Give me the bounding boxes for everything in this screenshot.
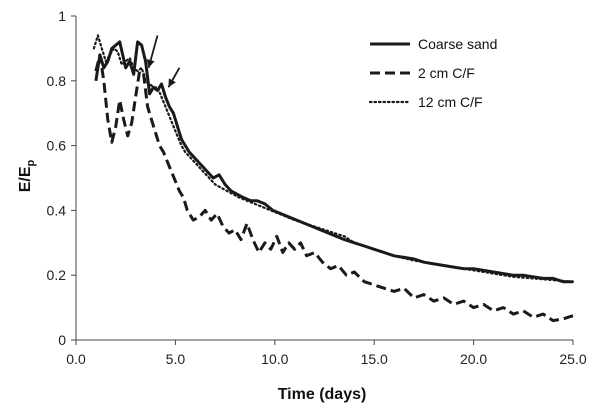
y-tick-label: 0.8	[47, 73, 67, 89]
x-axis-title: Time (days)	[278, 386, 367, 403]
legend-label-3: 12 cm C/F	[418, 94, 483, 110]
legend-label-2: 2 cm C/F	[418, 65, 475, 81]
axes-layer	[75, 16, 573, 341]
x-tick-label: 25.0	[559, 351, 586, 367]
legend-label-1: Coarse sand	[418, 36, 497, 52]
annotation-layer	[146, 35, 181, 88]
series-line-3	[92, 34, 575, 283]
x-tick-label: 15.0	[361, 351, 388, 367]
x-tick-label: 0.0	[66, 351, 86, 367]
series-line-2	[94, 53, 574, 323]
y-tick-label: 0.6	[47, 138, 67, 154]
x-tick-label: 20.0	[460, 351, 487, 367]
y-tick-label: 0.2	[47, 267, 67, 283]
y-tick-label: 0	[58, 332, 66, 348]
y-axis-title-main: E/E	[17, 166, 34, 192]
annotation-arrowhead-1	[146, 59, 155, 68]
y-tick-label: 0.4	[47, 202, 67, 218]
y-tick-label: 1	[58, 8, 66, 24]
legend: Coarse sand 2 cm C/F 12 cm C/F	[368, 36, 497, 110]
y-axis-title: E/Ep	[17, 159, 37, 192]
x-tick-label: 10.0	[261, 351, 288, 367]
annotation-arrowhead-2	[168, 78, 176, 88]
x-tick-label: 5.0	[166, 351, 186, 367]
series-layer	[92, 34, 575, 323]
ticks-layer: 00.20.40.60.810.0 5.0 10.0 15.0 20.0 25.0	[47, 8, 587, 367]
y-axis-title-subscript: p	[25, 159, 37, 166]
